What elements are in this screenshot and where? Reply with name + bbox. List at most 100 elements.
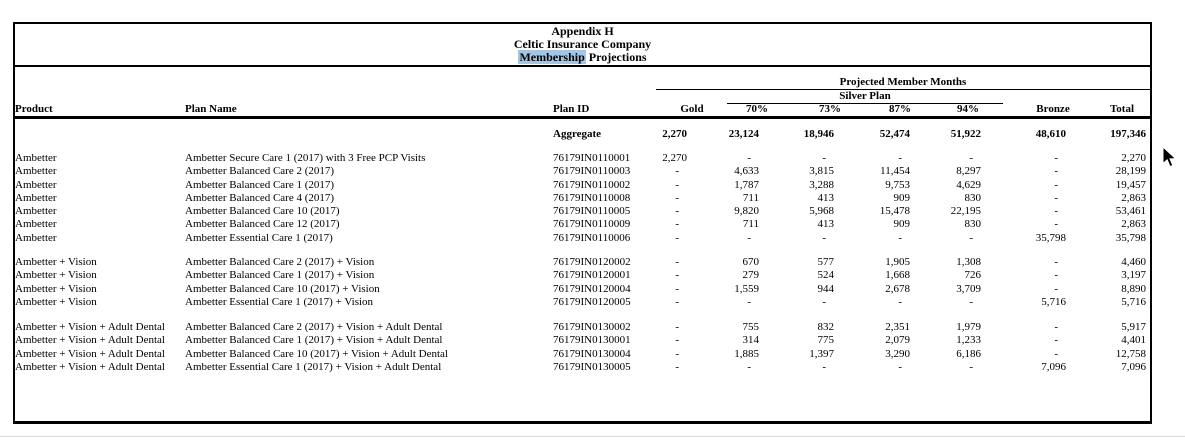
table-row: Ambetter + Vision Ambetter Balanced Care … [0,269,1185,282]
cell-bronze: - [1054,178,1058,191]
cell-total: 5,716 [1121,295,1146,308]
cell-silver-94: 4,629 [956,178,981,191]
cell-plan-name: Ambetter Balanced Care 10 (2017) + Visio… [185,282,380,295]
cell-silver-94: 726 [964,269,982,282]
cell-silver-70: 1,559 [734,282,759,295]
cell-plan-id: 76179IN0120004 [553,282,631,295]
cell-plan-name: Ambetter Essential Care 1 (2017) [185,231,333,244]
table-group-ambetter-vision: Ambetter + Vision Ambetter Balanced Care … [0,256,1185,309]
cell-silver-94: 3,709 [956,282,981,295]
cell-silver-94: 830 [964,191,982,204]
cell-plan-name: Ambetter Balanced Care 10 (2017) + Visio… [185,347,448,360]
cell-plan-id: 76179IN0110001 [553,152,631,164]
cell-plan-id: 76179IN0130001 [553,334,631,347]
cell-gold: - [675,334,679,347]
cell-silver-87: 2,079 [885,334,910,347]
column-header-product: Product [15,103,53,115]
cell-silver-87: 1,668 [885,269,910,282]
cell-bronze: 7,096 [1041,360,1066,373]
title-divider-line [13,65,1152,67]
cell-silver-87: 3,290 [885,347,910,360]
cell-silver-70: - [747,295,751,308]
cell-silver-87: 909 [893,218,911,231]
cell-silver-94: 1,979 [956,321,981,333]
column-header-plan_name: Plan Name [185,103,237,115]
cell-bronze: 5,716 [1041,295,1066,308]
cell-plan-id: 76179IN0110008 [553,191,631,204]
cell-plan-name: Ambetter Balanced Care 1 (2017) + Vision… [185,334,443,347]
table-row: Ambetter + Vision Ambetter Balanced Care … [0,283,1185,296]
table-border [13,22,1152,424]
aggregate-row: Aggregate 2,270 23,124 18,946 52,474 51,922 48… [0,128,1185,141]
cell-total: 197,346 [1110,128,1146,140]
cell-gold: 2,270 [662,128,687,140]
cell-silver-73: 413 [817,191,835,204]
cell-gold: - [675,282,679,295]
cell-silver-70: - [747,360,751,373]
cell-silver-70: 23,124 [728,128,759,140]
cell-silver-94: - [969,231,973,244]
cell-product: Ambetter [15,152,57,164]
cell-plan-id: 76179IN0110006 [553,231,631,244]
cell-total: 8,890 [1121,282,1146,295]
cell-silver-87: - [898,360,902,373]
cell-silver-87: 2,351 [885,321,910,333]
cell-silver-70: 755 [742,321,760,333]
cell-silver-73: 18,946 [803,128,834,140]
cell-product: Ambetter + Vision + Adult Dental [15,334,165,347]
cell-silver-87: - [898,231,902,244]
cell-product: Ambetter [15,231,57,244]
cell-silver-94: 1,233 [956,334,981,347]
cell-gold: - [675,256,679,268]
cell-total: 2,863 [1121,218,1146,231]
cell-plan-id: 76179IN0110009 [553,218,631,231]
cell-plan-name: Ambetter Balanced Care 10 (2017) [185,205,340,218]
cell-plan-name: Ambetter Secure Care 1 (2017) with 3 Fre… [185,152,426,164]
cell-product: Ambetter + Vision + Adult Dental [15,360,165,373]
cell-gold: - [675,347,679,360]
cell-silver-73: - [822,295,826,308]
cell-silver-94: 830 [964,218,982,231]
cell-bronze: - [1054,334,1058,347]
header-rule [13,116,1152,119]
cell-silver-94: - [969,152,973,164]
table-row: Ambetter Ambetter Balanced Care 1 (2017) 7… [0,179,1185,192]
cell-silver-87: 9,753 [885,178,910,191]
cell-total: 3,197 [1121,269,1146,282]
cell-silver-73: 944 [817,282,835,295]
cell-plan-id: 76179IN0120002 [553,256,631,268]
cell-plan-name: Ambetter Essential Care 1 (2017) + Visio… [185,360,442,373]
table-row: Ambetter Ambetter Secure Care 1 (2017) wi… [0,152,1185,165]
cell-gold: 2,270 [662,152,687,164]
cell-bronze: - [1054,152,1058,164]
table-row: Ambetter Ambetter Balanced Care 2 (2017) 7… [0,165,1185,178]
cell-product: Ambetter [15,205,57,218]
cell-plan-id: 76179IN0110002 [553,178,631,191]
cell-plan-name: Ambetter Balanced Care 1 (2017) [185,178,335,191]
table-row: Ambetter Ambetter Balanced Care 10 (2017)… [0,205,1185,218]
cell-silver-70: 314 [742,334,760,347]
silver-plan-header: Silver Plan [727,90,1003,104]
table-row: Ambetter + Vision + Adult Dental Ambetter… [0,321,1185,334]
cell-product: Ambetter [15,165,57,178]
cell-total: 12,758 [1115,347,1146,360]
table-row-aggregate: Aggregate 2,270 23,124 18,946 52,474 51,922 48… [0,128,1185,141]
cell-plan-id: 76179IN0130005 [553,360,631,373]
cell-bronze: - [1054,205,1058,218]
cell-silver-73: 524 [817,269,835,282]
cell-product: Ambetter + Vision [15,269,97,282]
cell-plan-name: Ambetter Balanced Care 4 (2017) [185,191,335,204]
cell-bronze: - [1054,191,1058,204]
cell-bronze: - [1054,269,1058,282]
cell-silver-87: 2,678 [885,282,910,295]
cell-silver-87: - [898,295,902,308]
table-group-ambetter: Ambetter Ambetter Secure Care 1 (2017) wi… [0,152,1185,245]
cell-silver-87: 1,905 [885,256,910,268]
table-row: Ambetter Ambetter Balanced Care 12 (2017)… [0,218,1185,231]
column-header-silver-94: 94% [957,103,979,115]
cell-silver-94: 22,195 [950,205,981,218]
column-header-total: Total [1109,103,1135,115]
projected-member-months-header: Projected Member Months [656,76,1150,90]
cell-product: Ambetter + Vision [15,256,97,268]
